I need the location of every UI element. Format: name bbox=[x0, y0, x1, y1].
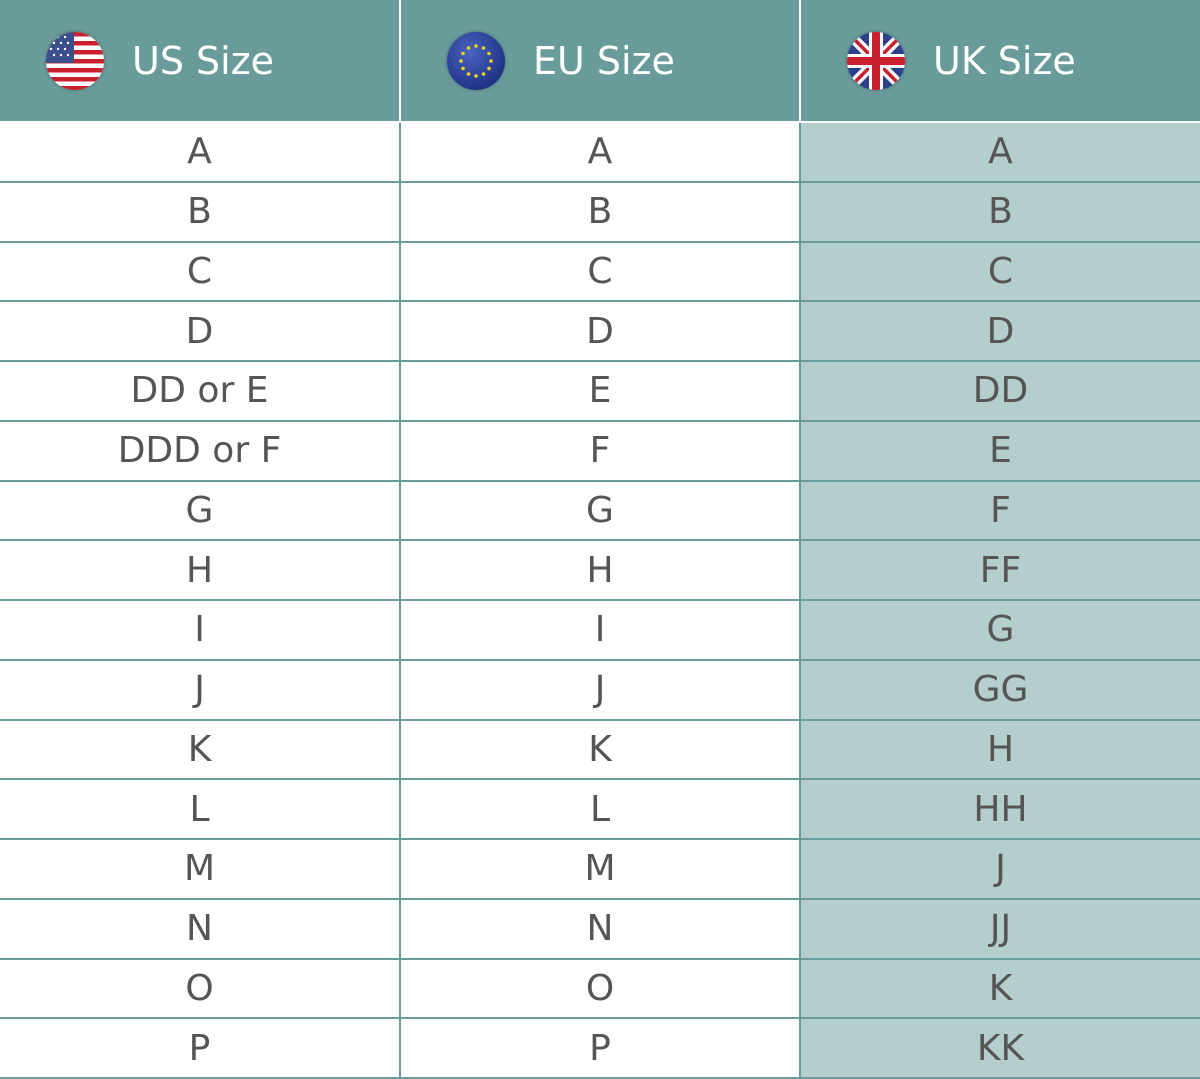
cell-us-size: G bbox=[0, 479, 401, 542]
cell-us-size: DD or E bbox=[0, 360, 401, 422]
cell-eu-size: H bbox=[399, 539, 801, 601]
cell-eu-size: J bbox=[399, 658, 801, 721]
cell-uk-size: G bbox=[799, 599, 1200, 661]
header-label: UK Size bbox=[933, 38, 1076, 83]
cell-eu-size: P bbox=[399, 1017, 801, 1079]
cell-eu-size: M bbox=[399, 838, 801, 900]
cell-eu-size: I bbox=[399, 599, 801, 661]
header-eu-size: EU Size bbox=[399, 0, 801, 123]
cell-uk-size: E bbox=[799, 419, 1200, 482]
cell-us-size: A bbox=[0, 121, 401, 183]
cell-us-size: DDD or F bbox=[0, 419, 401, 482]
cell-uk-size: GG bbox=[799, 658, 1200, 721]
cell-us-size: D bbox=[0, 300, 401, 362]
table-row: H H FF bbox=[0, 539, 1200, 601]
cell-us-size: P bbox=[0, 1017, 401, 1079]
cell-eu-size: E bbox=[399, 360, 801, 422]
header-uk-size: UK Size bbox=[799, 0, 1200, 123]
cell-uk-size: DD bbox=[799, 360, 1200, 422]
header-label: US Size bbox=[132, 38, 275, 83]
cell-eu-size: N bbox=[399, 897, 801, 960]
cell-eu-size: D bbox=[399, 300, 801, 362]
cell-uk-size: B bbox=[799, 180, 1200, 243]
cell-uk-size: D bbox=[799, 300, 1200, 362]
cell-eu-size: B bbox=[399, 180, 801, 243]
header-row: US Size EU Size bbox=[0, 0, 1200, 123]
cell-eu-size: K bbox=[399, 718, 801, 781]
eu-flag-icon bbox=[447, 31, 505, 90]
cell-uk-size: H bbox=[799, 718, 1200, 781]
cell-us-size: C bbox=[0, 240, 401, 303]
table-row: J J GG bbox=[0, 658, 1200, 721]
table-row: DD or E E DD bbox=[0, 360, 1200, 422]
cell-us-size: L bbox=[0, 778, 401, 840]
cell-uk-size: F bbox=[799, 479, 1200, 542]
cell-eu-size: L bbox=[399, 778, 801, 840]
cell-us-size: M bbox=[0, 838, 401, 900]
table-row: L L HH bbox=[0, 778, 1200, 840]
cell-uk-size: KK bbox=[799, 1017, 1200, 1079]
cell-us-size: K bbox=[0, 718, 401, 781]
cell-eu-size: O bbox=[399, 957, 801, 1020]
cell-uk-size: K bbox=[799, 957, 1200, 1020]
cell-us-size: O bbox=[0, 957, 401, 1020]
cell-uk-size: A bbox=[799, 121, 1200, 183]
cell-uk-size: C bbox=[799, 240, 1200, 303]
cell-us-size: N bbox=[0, 897, 401, 960]
cell-eu-size: F bbox=[399, 419, 801, 482]
cell-eu-size: A bbox=[399, 121, 801, 183]
us-flag-icon bbox=[46, 31, 104, 90]
header-us-size: US Size bbox=[0, 0, 401, 123]
cell-uk-size: FF bbox=[799, 539, 1200, 601]
cell-uk-size: JJ bbox=[799, 897, 1200, 960]
cell-us-size: H bbox=[0, 539, 401, 601]
cell-eu-size: G bbox=[399, 479, 801, 542]
uk-flag-icon bbox=[847, 31, 905, 90]
cell-us-size: J bbox=[0, 658, 401, 721]
header-label: EU Size bbox=[533, 38, 675, 83]
table-row: N N JJ bbox=[0, 897, 1200, 960]
cell-us-size: I bbox=[0, 599, 401, 661]
table-row: P P KK bbox=[0, 1017, 1200, 1079]
cell-uk-size: HH bbox=[799, 778, 1200, 840]
cell-eu-size: C bbox=[399, 240, 801, 303]
cell-uk-size: J bbox=[799, 838, 1200, 900]
cell-us-size: B bbox=[0, 180, 401, 243]
